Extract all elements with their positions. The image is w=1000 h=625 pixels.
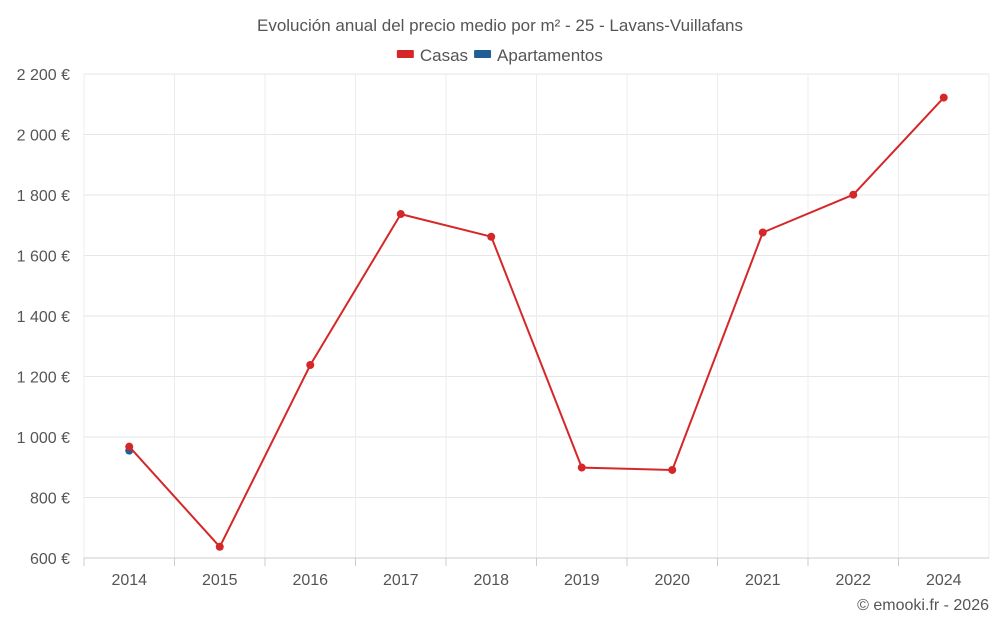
data-point-casas[interactable] [125,442,134,451]
grid [83,73,990,559]
legend-swatch [474,50,492,58]
x-tick-label: 2014 [111,572,147,589]
y-tick-label: 1 600 € [17,249,70,266]
data-point-casas[interactable] [306,361,315,370]
legend-item-casas[interactable]: Casas [396,46,468,65]
legend-label: Casas [420,46,468,65]
y-tick-label: 1 200 € [17,370,70,387]
credit-text: © emooki.fr - 2026 [857,597,989,614]
x-tick-label: 2018 [473,572,509,589]
data-point-casas[interactable] [849,190,858,199]
chart-title: Evolución anual del precio medio por m² … [257,16,743,35]
legend-swatch [396,50,414,58]
data-point-casas[interactable] [396,210,405,219]
data-point-casas[interactable] [758,228,767,237]
y-tick-label: 2 200 € [17,67,70,84]
x-tick-label: 2022 [835,572,871,589]
legend[interactable]: Casas Apartamentos [396,46,603,65]
y-tick-label: 2 000 € [17,128,70,145]
data-point-casas[interactable] [577,463,586,472]
y-tick-label: 1 000 € [17,430,70,447]
x-tick-label: 2024 [926,572,962,589]
y-axis: 2 200 € 2 000 € 1 800 € 1 600 € 1 400 € 1 200… [17,67,70,568]
data-point-casas[interactable] [668,465,677,474]
y-tick-label: 1 800 € [17,188,70,205]
y-tick-label: 600 € [30,551,70,568]
data-point-casas[interactable] [939,93,948,102]
x-tick-label: 2017 [383,572,419,589]
data-point-casas[interactable] [487,232,496,241]
data-point-casas[interactable] [215,542,224,551]
series-group [125,93,948,551]
x-tick-label: 2016 [292,572,328,589]
x-tick-label: 2019 [564,572,600,589]
y-tick-label: 800 € [30,491,70,508]
legend-label: Apartamentos [497,46,603,65]
y-tick-label: 1 400 € [17,309,70,326]
x-tick-label: 2020 [654,572,690,589]
series-line-casas [128,96,945,548]
legend-item-apartamentos[interactable]: Apartamentos [474,46,603,65]
x-tick-label: 2021 [745,572,781,589]
x-axis: 2014 2015 2016 2017 2018 2019 2020 2021 2022 2024 [83,557,989,589]
x-tick-label: 2015 [202,572,238,589]
